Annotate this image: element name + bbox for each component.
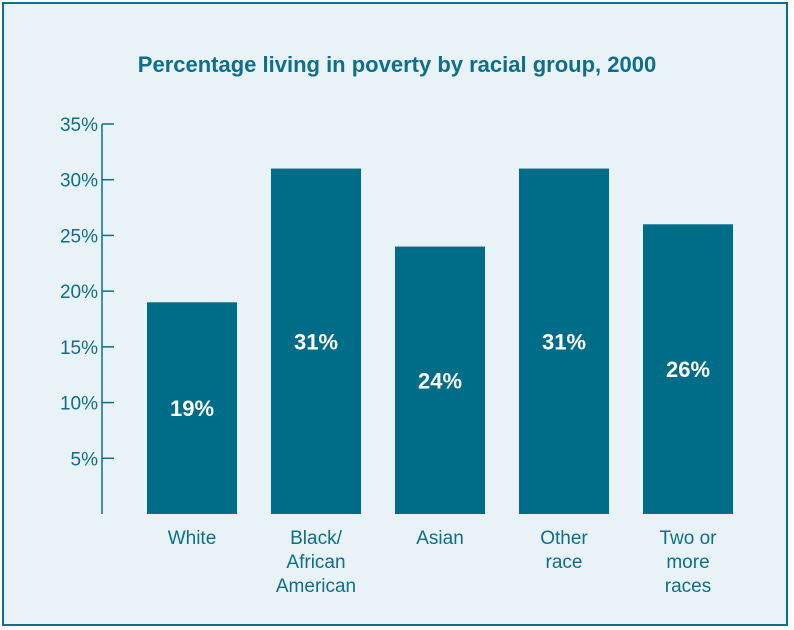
category-label: Two or more races [659,528,717,597]
category-labels: White Black/African American Asian Other race… [168,528,717,597]
chart-title: Percentage living in poverty by racial g… [137,52,657,77]
y-tick-label: 10% [60,394,98,415]
data-label: 31% [542,329,586,354]
y-tick-label: 5% [71,449,99,470]
bar [643,224,733,515]
bar [519,168,609,515]
category-label: Other race [540,528,588,573]
y-tick-label: 30% [60,171,98,192]
bar [271,168,361,515]
data-label: 26% [666,357,710,382]
category-label: Asian [416,528,464,549]
data-label: 31% [294,329,338,354]
y-tick-label: 20% [60,282,98,303]
data-label: 19% [170,396,214,421]
category-label: White [168,528,217,549]
bars [147,168,733,515]
category-label: Black/African American [276,528,356,597]
bar [147,302,237,514]
bar [395,246,485,515]
y-tick-label: 25% [60,226,98,247]
y-axis: 5% 10% 15% 20% 25% 30% 35% [60,115,114,514]
data-labels: 19% 31% 24% 31% 26% [170,329,710,421]
data-label: 24% [418,368,462,393]
y-tick-label: 15% [60,338,98,359]
y-tick-label: 35% [60,115,98,136]
